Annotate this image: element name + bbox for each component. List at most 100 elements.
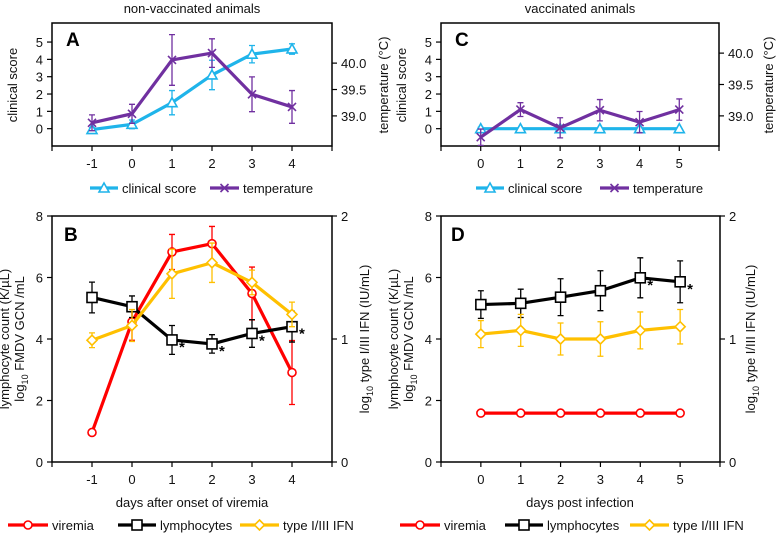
y2-axis-label-subscript: 10 (751, 386, 761, 396)
y2-axis-label-part: type I/III IFN (IU/mL) (743, 265, 758, 386)
legend-marker (253, 518, 266, 532)
data-point (287, 367, 297, 378)
data-point (247, 89, 257, 99)
data-point (674, 276, 686, 288)
y2-tick-label: 2 (341, 209, 348, 224)
y2-tick-label: 1 (729, 332, 736, 347)
x-axis-label: days post infection (526, 495, 634, 510)
y-tick-label: 2 (425, 394, 432, 409)
data-point (594, 284, 607, 297)
y2-tick-label: 0 (729, 455, 736, 470)
data-point (514, 122, 527, 134)
y2-axis-label-part: log (357, 396, 372, 413)
legend-marker (97, 181, 111, 193)
x-tick-label: 3 (597, 472, 604, 487)
x-tick-label: 2 (557, 472, 564, 487)
y2-tick-label: 2 (729, 209, 736, 224)
legend-marker (131, 519, 143, 531)
x-tick-label: -1 (86, 472, 98, 487)
legend-marker (415, 520, 425, 530)
y2-tick-label: 40.0 (728, 46, 753, 61)
y-axis-label: lymphocyte count (K/µL) (386, 269, 401, 409)
legend-label: type I/III IFN (673, 518, 744, 533)
y-tick-label: 4 (36, 332, 43, 347)
significance-asterisk: * (259, 332, 265, 349)
data-point (635, 408, 646, 418)
legend-item: clinical score (90, 181, 196, 196)
x-tick-label: 4 (636, 156, 643, 171)
title-non-vaccinated: non-vaccinated animals (124, 1, 261, 16)
data-point (593, 122, 607, 134)
legend-label: lymphocytes (160, 518, 233, 533)
data-point (474, 327, 487, 341)
x-axis-label: days after onset of viremia (116, 495, 269, 510)
y-tick-label: 6 (36, 271, 43, 286)
data-point (554, 291, 567, 303)
y-tick-label: 4 (425, 52, 432, 67)
x-tick-label: 1 (168, 156, 175, 171)
significance-asterisk: * (219, 343, 225, 360)
data-point (595, 105, 605, 115)
y2-axis-label-subscript: 10 (365, 386, 375, 396)
data-point (595, 408, 606, 418)
legend-label: lymphocytes (547, 518, 620, 533)
series-line (479, 108, 680, 139)
y2-tick-label: 39.5 (341, 83, 366, 98)
y-tick-label: 0 (36, 122, 43, 137)
series-line (91, 47, 293, 132)
data-point (634, 272, 647, 284)
x-tick-label: 5 (676, 156, 683, 171)
data-point (206, 338, 218, 350)
y-tick-label: 0 (36, 455, 43, 470)
legend-item: lymphocytes (505, 518, 620, 533)
data-point (672, 122, 686, 134)
y-tick-label: 2 (36, 394, 43, 409)
data-point (125, 319, 139, 332)
data-point (514, 324, 527, 337)
data-point (207, 48, 217, 58)
y-axis-label: lymphocyte count (K/µL) (0, 269, 12, 409)
data-point (87, 427, 97, 438)
x-tick-label: -1 (86, 156, 98, 171)
y-tick-label: 0 (425, 122, 432, 137)
x-tick-label: 2 (208, 472, 215, 487)
x-tick-label: 4 (288, 156, 295, 171)
x-tick-label: 1 (517, 156, 524, 171)
legend-item: type I/III IFN (240, 518, 354, 533)
x-tick-label: 4 (288, 472, 295, 487)
legend-marker (643, 518, 656, 532)
x-tick-label: 0 (477, 472, 484, 487)
data-point (246, 327, 258, 340)
series-line (91, 295, 293, 346)
y-tick-label: 8 (425, 209, 432, 224)
x-tick-label: 5 (677, 472, 684, 487)
data-point (554, 332, 567, 346)
data-point (287, 102, 297, 112)
legend-item: type I/III IFN (630, 518, 744, 533)
data-point (85, 334, 99, 347)
y2-tick-label: 0 (341, 455, 348, 470)
data-point (167, 55, 177, 65)
legend-label: temperature (243, 181, 313, 196)
plot-frame (51, 22, 333, 147)
y-tick-label: 1 (36, 104, 43, 119)
data-point (87, 118, 97, 128)
y-axis-label-2-part: log (401, 384, 416, 401)
series-line (480, 325, 681, 341)
legend-marker (609, 183, 620, 193)
legend-label: temperature (633, 181, 703, 196)
significance-asterisk: * (647, 277, 653, 294)
series-temperature (476, 98, 684, 147)
data-point (674, 320, 687, 333)
series-clinical-score (474, 122, 686, 134)
data-point (515, 105, 525, 115)
x-tick-label: 0 (128, 156, 135, 171)
y-axis-label: clinical score (394, 48, 409, 122)
y-axis-label-2-subscript: 10 (409, 374, 419, 384)
data-point (86, 291, 98, 304)
panel-c: C 0 1 2 3 4 5 0 1 2 3 4 5 39.0 39.5 40.0 clinical score t… (394, 22, 776, 196)
y-tick-label: 2 (36, 87, 43, 102)
y-tick-label: 0 (425, 455, 432, 470)
x-tick-label: 0 (128, 472, 135, 487)
y-tick-label: 3 (425, 70, 432, 85)
